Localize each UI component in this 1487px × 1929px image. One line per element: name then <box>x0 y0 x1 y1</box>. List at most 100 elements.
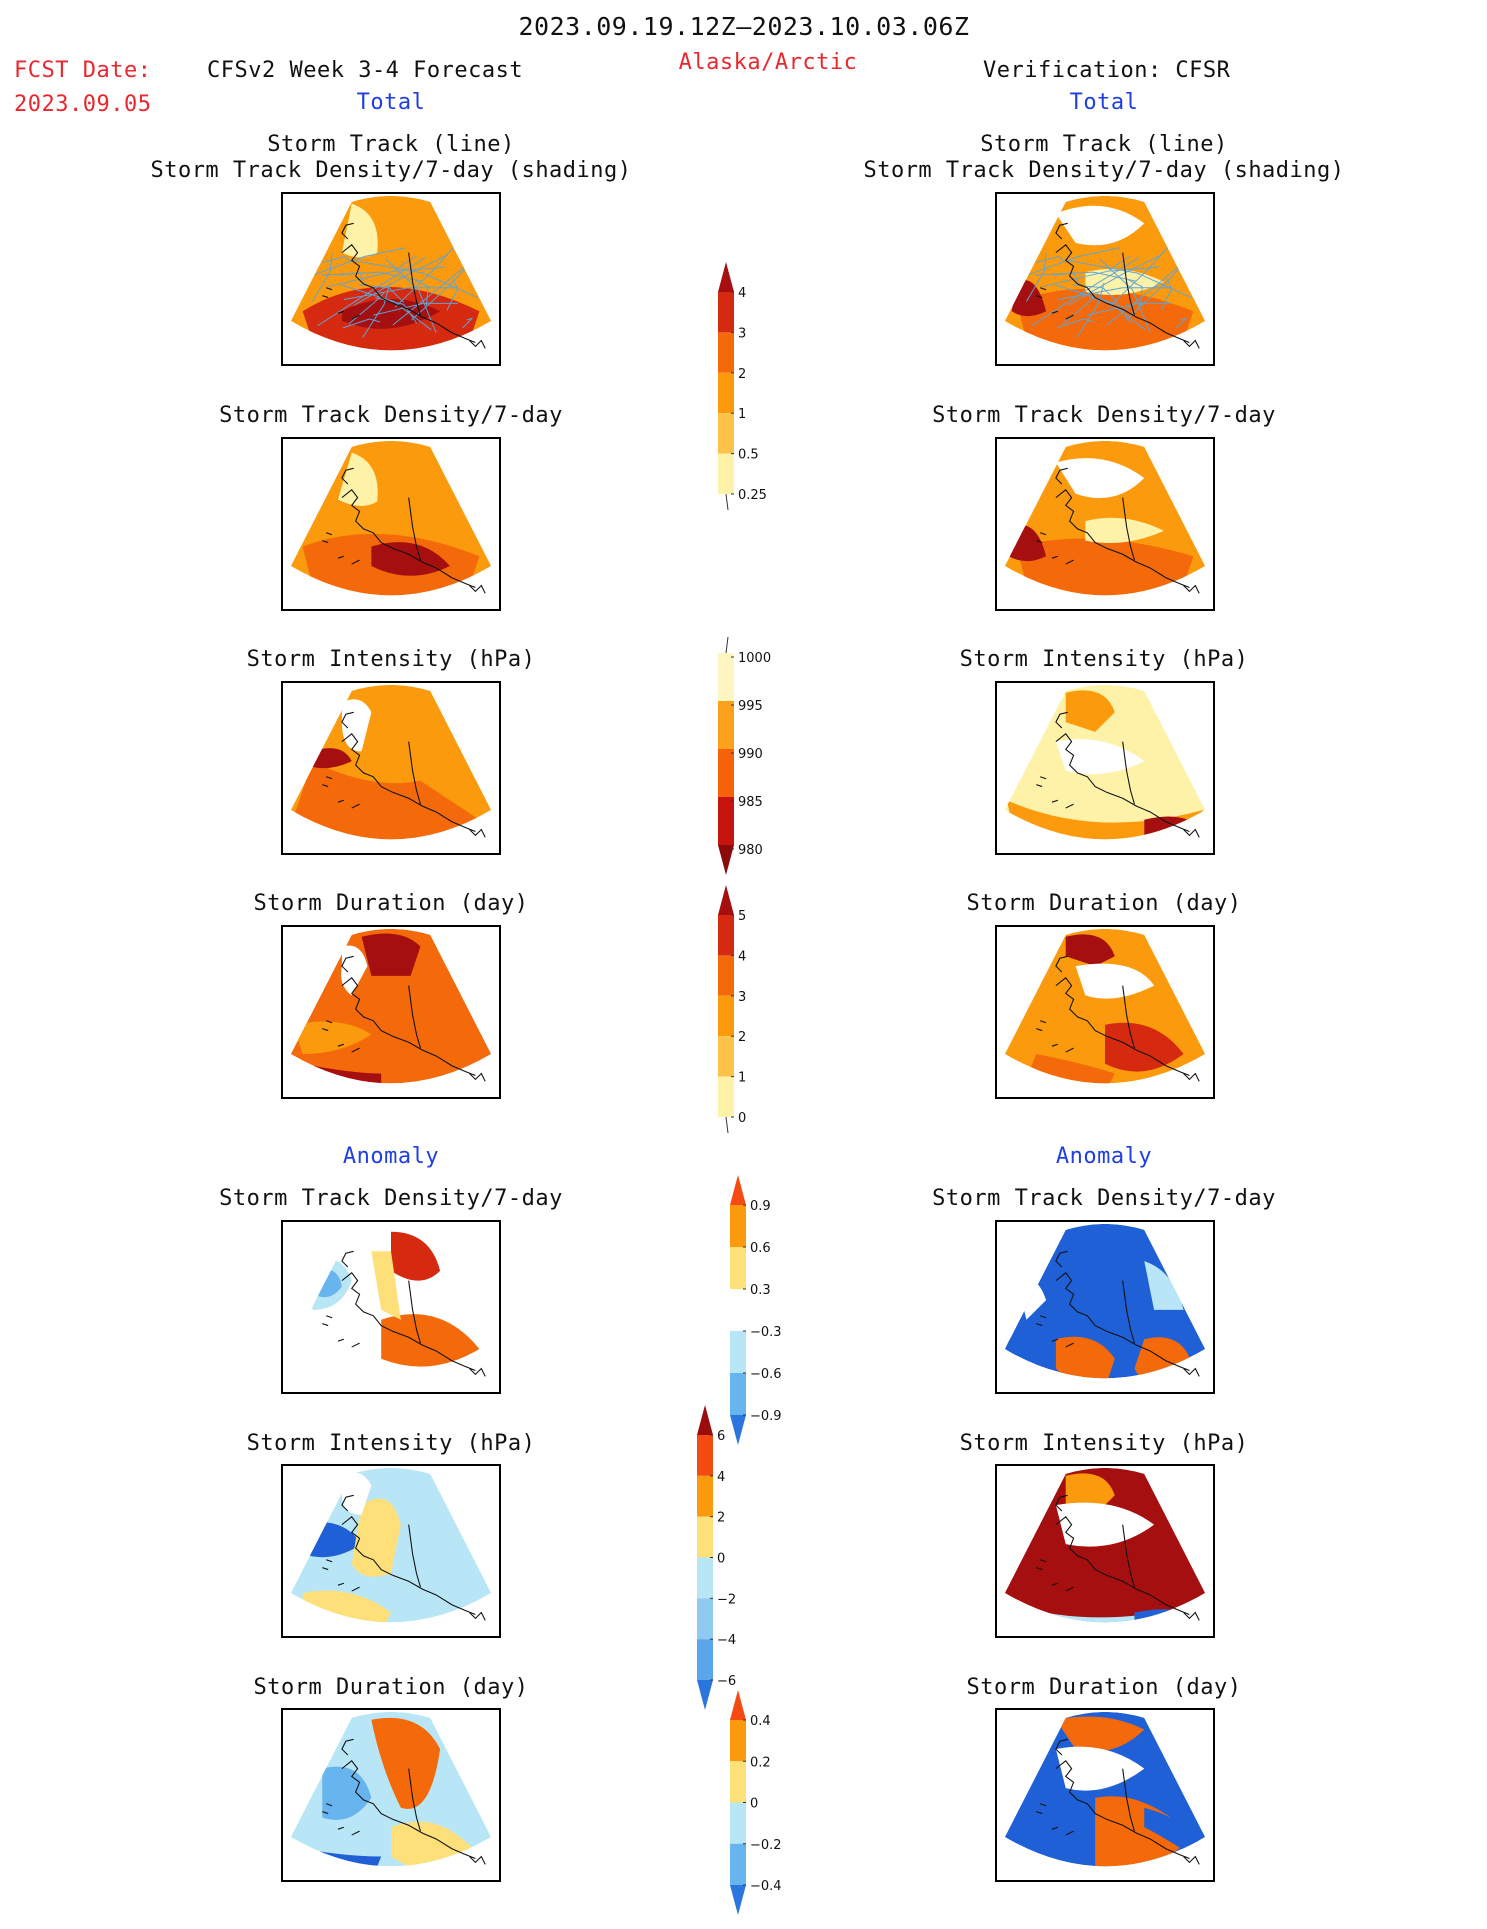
map-fcst-track-density <box>281 192 501 366</box>
map-shading <box>292 1021 372 1055</box>
colorbar-tick-label: −0.4 <box>750 1879 782 1894</box>
map-fcst-density-anomaly <box>281 1220 501 1394</box>
right-column-title: Verification: CFSR <box>983 58 1231 83</box>
right-duration-title: Storm Duration (day) <box>966 891 1242 916</box>
map-shading <box>371 1717 441 1809</box>
colorbar-swatch <box>730 1289 746 1331</box>
colorbar-tick-label: 3 <box>738 990 746 1005</box>
map-shading <box>391 1231 441 1281</box>
colorbar-swatch <box>697 1680 713 1710</box>
colorbar-swatch <box>718 797 734 845</box>
map-shading <box>381 1314 480 1367</box>
colorbar-tick-label: 0.25 <box>738 488 767 503</box>
colorbar-swatch <box>718 413 734 454</box>
map-shading <box>1026 1054 1115 1084</box>
map-shading <box>1065 690 1115 732</box>
map-shading <box>1016 538 1194 596</box>
region-title: Alaska/Arctic <box>678 50 858 75</box>
coastline <box>322 1250 486 1377</box>
colorbar-tick-label: 990 <box>738 747 763 762</box>
colorbar-tick-label: −0.9 <box>750 1409 782 1424</box>
map-cfsr-duration-anomaly <box>995 1708 1215 1882</box>
left-anom-density-title: Storm Track Density/7-day <box>219 1186 563 1211</box>
right-anom-duration-title: Storm Duration (day) <box>966 1675 1242 1700</box>
period-title: 2023.09.19.12Z–2023.10.03.06Z <box>518 12 970 41</box>
colorbar-duration-total: 5 4 3 2 1 0 <box>718 885 778 1139</box>
colorbar-swatch <box>730 1885 746 1915</box>
colorbar-intensity-anomaly: 6 4 2 0 −2 −4 −6 <box>697 1405 757 1724</box>
left-track-shading-title: Storm Track Density/7-day (shading) <box>150 158 632 183</box>
map-shading <box>312 748 352 769</box>
colorbar-tick-label: 1 <box>738 1071 746 1086</box>
colorbar-tick-label: 0.2 <box>750 1755 771 1770</box>
map-shading <box>361 933 421 976</box>
map-shading <box>341 1472 372 1515</box>
colorbar-tick-label: 4 <box>738 949 746 964</box>
map-shading <box>322 1766 372 1820</box>
map-shading <box>1055 1746 1145 1791</box>
colorbar-swatch <box>718 995 734 1037</box>
map-shading <box>371 1251 401 1320</box>
left-track-line-title: Storm Track (line) <box>267 132 515 157</box>
map-fcst-density <box>281 437 501 611</box>
right-density-title: Storm Track Density/7-day <box>932 403 1276 428</box>
coastline <box>1036 955 1200 1082</box>
left-density-title: Storm Track Density/7-day <box>219 403 563 428</box>
coastline <box>322 467 486 594</box>
colorbar-swatch <box>697 1475 713 1517</box>
colorbar-swatch <box>718 453 734 494</box>
coastline <box>322 955 486 1082</box>
map-shading <box>1065 934 1115 967</box>
coastline <box>1036 467 1200 594</box>
map-shading <box>371 542 450 576</box>
colorbar-tick-label: 0.3 <box>750 1283 771 1298</box>
colorbar-swatch <box>730 1205 746 1247</box>
colorbar-tick-label: 0 <box>750 1797 758 1812</box>
colorbar-duration-anomaly: 0.4 0.2 0 −0.2 −0.4 <box>730 1690 790 1929</box>
colorbar-tick-label: 5 <box>738 909 746 924</box>
right-total-label: Total <box>1069 90 1139 115</box>
map-shading <box>1055 458 1145 499</box>
map-cfsr-intensity-anomaly <box>995 1464 1215 1638</box>
coastline <box>1036 711 1200 838</box>
map-shading <box>1144 816 1204 840</box>
colorbar-intensity-total: 1000 995 990 985 980 <box>718 636 778 889</box>
map-shading <box>1105 1022 1184 1072</box>
map-shading <box>1055 1502 1155 1547</box>
map-cfsr-track-density <box>995 192 1215 366</box>
map-cfsr-density <box>995 437 1215 611</box>
colorbar-tick-label: 0 <box>717 1552 725 1567</box>
colorbar-swatch <box>718 262 734 292</box>
colorbar-swatch <box>730 1415 746 1445</box>
right-anom-density-title: Storm Track Density/7-day <box>932 1186 1276 1211</box>
map-shading <box>1055 1716 1145 1752</box>
map-shading <box>351 1498 401 1577</box>
storm-track-lines <box>302 241 478 338</box>
colorbar-swatch <box>718 955 734 996</box>
colorbar-swatch <box>718 1076 734 1117</box>
map-shading <box>1085 517 1164 544</box>
map-fcst-duration-anomaly <box>281 1708 501 1882</box>
colorbar-tick-label: 0.6 <box>750 1241 771 1256</box>
colorbar-tick-label: −0.3 <box>750 1325 782 1340</box>
colorbar-swatch <box>697 1639 713 1680</box>
colorbar-swatch <box>730 1843 746 1885</box>
map-shading <box>1055 205 1145 246</box>
colorbar-tick-label: −4 <box>717 1633 736 1648</box>
colorbar-swatch <box>730 1802 746 1844</box>
map-shading <box>1006 1336 1056 1379</box>
colorbar-tick-label: −6 <box>717 1674 736 1689</box>
coastline <box>1036 1250 1200 1377</box>
colorbar-tick-label: 2 <box>717 1511 725 1526</box>
colorbar-swatch <box>718 749 734 797</box>
colorbar-swatch <box>718 701 734 749</box>
map-shading <box>341 699 372 752</box>
colorbar-swatch <box>730 1331 746 1373</box>
map-shading <box>1055 739 1145 775</box>
colorbar-swatch <box>697 1557 713 1599</box>
colorbar-swatch <box>730 1373 746 1415</box>
right-intensity-title: Storm Intensity (hPa) <box>959 647 1249 672</box>
colorbar-swatch <box>718 653 734 701</box>
fcst-label: FCST Date: <box>14 58 152 83</box>
colorbar-swatch <box>697 1435 713 1476</box>
